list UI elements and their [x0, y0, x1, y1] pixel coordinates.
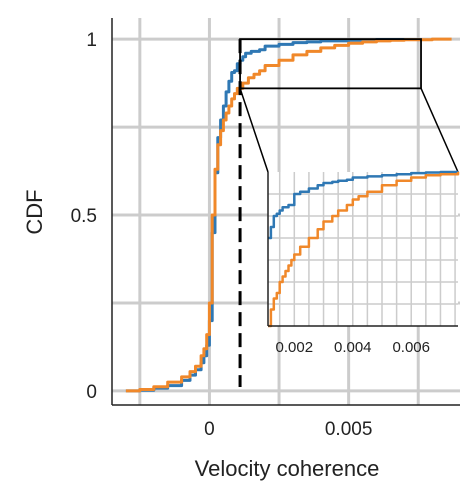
line-series-a — [125, 38, 406, 393]
x-tick-label: 0.005 — [325, 419, 373, 440]
zoom-connector-left — [239, 88, 269, 173]
inset-line-series-a — [268, 170, 458, 240]
main-axes — [111, 18, 460, 406]
inset-x-tick-labels: 0.002 0.004 0.006 — [276, 339, 430, 356]
main-x-tick-labels: 0 0.005 — [204, 419, 372, 440]
zoom-region-box — [239, 38, 422, 90]
inset-x-tick-label: 0.006 — [392, 339, 430, 356]
y-tick-label: 0 — [86, 382, 97, 403]
inset-line-series-b — [268, 172, 460, 328]
main-series-lines — [125, 37, 452, 393]
zoom-connector-right — [420, 88, 459, 173]
inset-x-tick-label: 0.002 — [276, 339, 314, 356]
main-y-tick-labels: 00.51 — [71, 30, 97, 403]
y-axis-label: CDF — [22, 189, 47, 234]
inset-gridlines — [268, 172, 458, 326]
x-tick-label: 0 — [204, 419, 215, 440]
inset-x-tick-label: 0.004 — [334, 339, 372, 356]
y-tick-label: 0.5 — [71, 206, 97, 227]
x-axis-label: Velocity coherence — [195, 456, 380, 481]
inset-chart: 0.002 0.004 0.006 — [267, 170, 460, 356]
line-series-b — [125, 37, 452, 393]
inset-series-lines — [268, 170, 460, 328]
y-tick-label: 1 — [86, 30, 97, 51]
